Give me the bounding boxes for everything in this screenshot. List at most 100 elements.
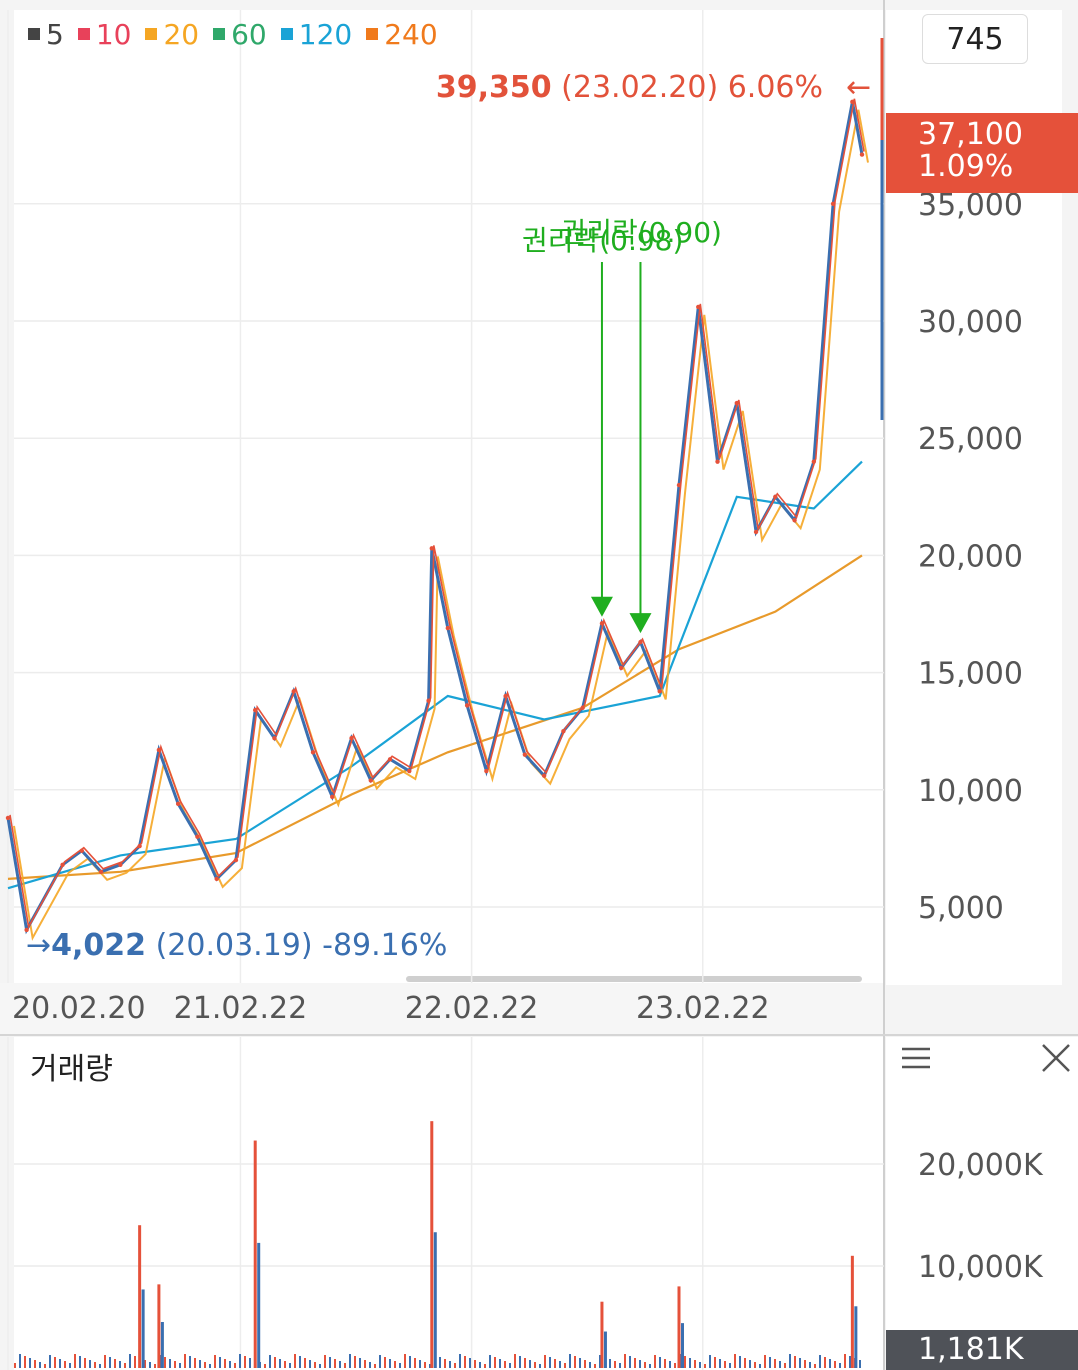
- price-point: [60, 862, 65, 868]
- legend-swatch: [280, 28, 293, 40]
- legend-item-5[interactable]: 5: [28, 18, 64, 51]
- y-tick-label: 20,000: [918, 539, 1023, 574]
- volume-bar: [409, 1356, 411, 1368]
- volume-bar: [384, 1357, 386, 1368]
- moving-averages: [7, 460, 863, 890]
- volume-bar: [794, 1356, 796, 1368]
- volume-bar-spike: [141, 1289, 145, 1368]
- current-price-value: 37,100: [918, 117, 1023, 152]
- price-point: [850, 99, 855, 105]
- volume-bar: [179, 1363, 181, 1368]
- volume-bar: [569, 1354, 571, 1368]
- volume-bar: [224, 1359, 226, 1368]
- volume-bar: [399, 1363, 401, 1368]
- price-point: [638, 639, 643, 645]
- price-point: [407, 768, 412, 774]
- volume-bar: [499, 1359, 501, 1368]
- volume-bar: [219, 1357, 221, 1368]
- price-point: [330, 794, 335, 800]
- volume-bar: [99, 1364, 101, 1368]
- volume-bar-spike: [253, 1140, 257, 1368]
- menu-icon[interactable]: [898, 1040, 934, 1076]
- volume-bar-spike: [138, 1225, 142, 1368]
- price-point: [137, 843, 142, 849]
- volume-bar: [264, 1364, 266, 1368]
- legend-item-240[interactable]: 240: [366, 17, 438, 51]
- price-point: [734, 400, 739, 406]
- volume-bar: [844, 1354, 846, 1368]
- legend-item-20[interactable]: 20: [145, 18, 199, 51]
- volume-bar: [489, 1355, 491, 1368]
- volume-bar: [79, 1356, 81, 1368]
- volume-bar: [19, 1354, 21, 1368]
- volume-bar-spike: [854, 1306, 858, 1368]
- volume-bar: [199, 1360, 201, 1368]
- volume-bar: [629, 1356, 631, 1368]
- min-price-label: →4,022 (20.03.19) -89.16%: [26, 928, 447, 963]
- price-point: [156, 747, 162, 753]
- legend-item-120[interactable]: 120: [280, 17, 353, 51]
- volume-bar: [579, 1358, 581, 1368]
- legend-label: 5: [46, 17, 64, 51]
- price-point: [349, 736, 354, 741]
- volume-bar: [674, 1363, 676, 1368]
- volume-bar: [69, 1363, 71, 1368]
- volume-bar: [754, 1362, 756, 1368]
- volume-bar: [504, 1361, 506, 1368]
- volume-bar: [189, 1356, 191, 1368]
- legend-label: 240: [384, 17, 438, 51]
- volume-bar: [414, 1358, 416, 1368]
- price-point: [98, 869, 104, 875]
- volume-bar: [324, 1355, 326, 1368]
- volume-bar: [289, 1363, 291, 1368]
- price-point: [830, 201, 836, 206]
- close-icon[interactable]: [1038, 1040, 1074, 1076]
- volume-bar-spike: [677, 1286, 681, 1368]
- legend-label: 120: [298, 17, 353, 51]
- volume-bar: [24, 1356, 26, 1368]
- price-point: [792, 518, 797, 523]
- volume-tick-label: 20,000K: [918, 1148, 1044, 1183]
- legend-label: 60: [231, 17, 267, 51]
- legend-item-10[interactable]: 10: [77, 18, 131, 51]
- legend-swatch: [28, 28, 40, 40]
- volume-bar: [554, 1359, 556, 1368]
- price-point: [253, 707, 258, 713]
- volume-bar: [229, 1361, 231, 1368]
- volume-bar: [699, 1362, 701, 1368]
- volume-bar: [814, 1364, 816, 1368]
- zoom-level-box[interactable]: 745: [922, 14, 1028, 64]
- volume-bar: [484, 1364, 486, 1368]
- volume-bar: [729, 1363, 731, 1368]
- volume-bar: [249, 1358, 251, 1368]
- volume-bar: [54, 1357, 56, 1368]
- min-price-detail: (20.03.19) -89.16%: [155, 928, 448, 963]
- volume-bar: [474, 1360, 476, 1368]
- volume-bar: [824, 1357, 826, 1368]
- volume-bar-spike: [430, 1121, 434, 1368]
- volume-bar: [829, 1359, 831, 1368]
- volume-bar: [464, 1356, 466, 1368]
- volume-bar: [684, 1356, 686, 1368]
- volume-bar: [479, 1362, 481, 1368]
- y-tick-label: 25,000: [918, 422, 1023, 457]
- volume-bar: [534, 1362, 536, 1368]
- legend-item-60[interactable]: 60: [213, 18, 267, 51]
- volume-bar: [529, 1360, 531, 1368]
- volume-bar: [84, 1358, 86, 1368]
- volume-bar: [119, 1361, 121, 1368]
- volume-bar: [404, 1354, 406, 1368]
- horizontal-scrollbar[interactable]: [406, 976, 862, 982]
- volume-bar: [329, 1357, 331, 1368]
- volume-bar: [789, 1354, 791, 1368]
- volume-bar: [444, 1359, 446, 1368]
- volume-bar: [524, 1358, 526, 1368]
- x-tick-label: 22.02.22: [405, 991, 539, 1026]
- volume-bar: [419, 1360, 421, 1368]
- volume-bar: [184, 1354, 186, 1368]
- price-point: [175, 801, 181, 807]
- x-axis-strip: [0, 983, 884, 1035]
- price-point: [368, 778, 373, 783]
